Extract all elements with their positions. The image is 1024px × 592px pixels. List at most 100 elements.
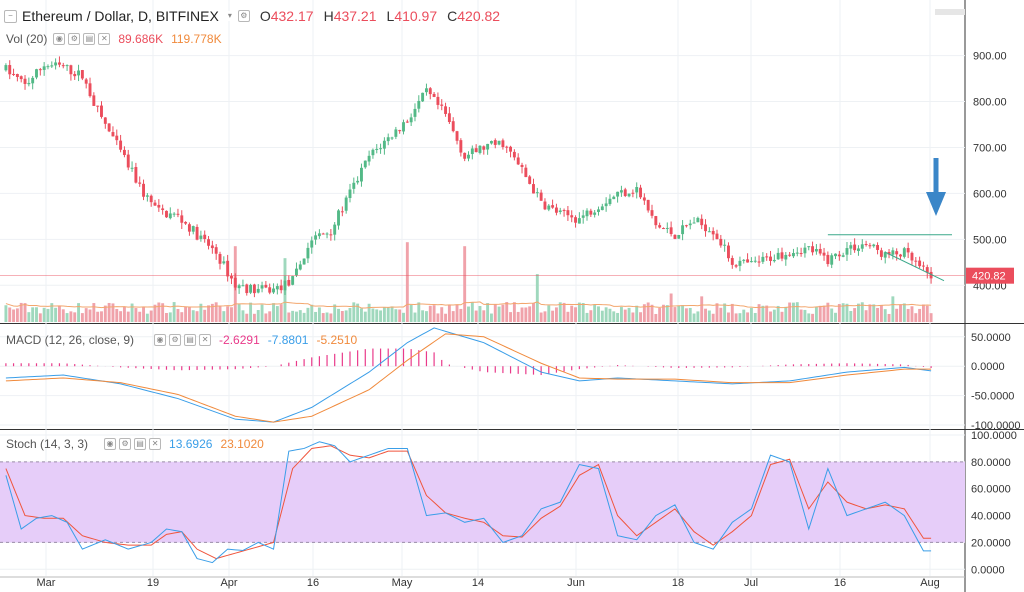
volume-bar <box>784 306 788 322</box>
time-tick-label: 19 <box>147 577 159 589</box>
candle-body <box>593 212 597 215</box>
volume-bar <box>895 308 899 322</box>
candle-body <box>600 206 604 211</box>
candle-body <box>497 140 501 145</box>
stoch-d-line <box>5 445 932 560</box>
candle-body <box>142 183 145 197</box>
volume-bar <box>746 312 750 322</box>
eye-icon[interactable]: ◉ <box>53 33 66 45</box>
eye-icon[interactable]: ◉ <box>104 438 117 450</box>
settings-icon[interactable]: ⚙ <box>237 10 250 22</box>
candle-body <box>612 196 616 200</box>
candle-body <box>283 280 287 291</box>
candle-body <box>134 167 138 183</box>
settings-icon[interactable]: ⚙ <box>169 334 182 346</box>
candle-body <box>543 201 547 210</box>
volume-bar <box>738 313 742 322</box>
candle-body <box>187 224 191 232</box>
volume-bar <box>872 304 876 322</box>
candle-body <box>910 252 914 261</box>
candle-body <box>130 167 134 169</box>
volume-bar <box>868 304 872 322</box>
volume-bar <box>776 305 780 322</box>
settings-icon[interactable]: ⚙ <box>68 33 81 45</box>
candle-body <box>436 96 440 105</box>
volume-bar <box>662 304 665 322</box>
more-icon[interactable]: ▤ <box>134 438 147 450</box>
volume-bar <box>734 313 738 322</box>
candle-body <box>623 189 627 196</box>
candle-body <box>489 141 493 144</box>
candle-body <box>111 132 115 137</box>
candle-body <box>505 146 509 148</box>
volume-bar <box>325 312 329 322</box>
ohlc-key-l: L <box>386 8 395 24</box>
candle-body <box>96 105 100 107</box>
candle-body <box>749 261 753 263</box>
volume-bar <box>321 313 325 322</box>
candle-body <box>100 105 103 117</box>
volume-bar <box>210 303 214 322</box>
volume-bar <box>757 304 761 322</box>
volume-bar <box>168 312 172 322</box>
candle-body <box>474 148 478 153</box>
candle-body <box>210 245 214 249</box>
candle-body <box>860 244 864 249</box>
candle-body <box>272 288 275 293</box>
eye-icon[interactable]: ◉ <box>154 334 167 346</box>
price-tick-label: 700.00 <box>973 142 1007 154</box>
volume-bar <box>111 303 115 322</box>
volume-bar <box>46 308 50 322</box>
candle-body <box>203 234 207 240</box>
more-icon[interactable]: ▤ <box>83 33 96 45</box>
volume-bar <box>902 303 906 322</box>
volume-bar <box>264 313 268 322</box>
volume-bar <box>570 305 574 322</box>
chevron-down-icon[interactable]: ▾ <box>224 11 235 21</box>
candle-body <box>233 277 237 288</box>
volume-bar <box>413 312 417 322</box>
candle-body <box>145 195 149 197</box>
volume-bar <box>585 312 589 322</box>
volume-bar <box>314 311 318 322</box>
candle-body <box>681 225 685 235</box>
stoch-k-line <box>5 441 932 564</box>
close-icon[interactable]: ✕ <box>149 438 162 450</box>
candle-body <box>711 230 715 235</box>
candle-body <box>405 121 409 123</box>
candle-body <box>566 210 570 216</box>
candle-body <box>214 247 218 254</box>
volume-bar <box>501 304 505 322</box>
macd-label: MACD (12, 26, close, 9) <box>6 333 135 347</box>
volume-bar <box>577 302 581 322</box>
candle-body <box>291 276 295 285</box>
candle-body <box>398 130 402 132</box>
volume-bar <box>512 302 516 322</box>
volume-bar <box>814 306 818 322</box>
more-icon[interactable]: ▤ <box>184 334 197 346</box>
volume-bar <box>54 307 58 322</box>
trend-line <box>884 251 945 282</box>
candle-body <box>822 252 826 256</box>
time-tick-label: 14 <box>472 577 484 589</box>
candle-body <box>119 140 123 150</box>
volume-bar <box>841 303 845 322</box>
candle-body <box>279 285 283 291</box>
close-icon[interactable]: ✕ <box>98 33 111 45</box>
volume-bar <box>516 311 520 322</box>
volume-bar <box>252 313 256 322</box>
macd-tick-label: -100.0000 <box>971 420 1021 432</box>
volume-bar <box>245 313 249 322</box>
candle-body <box>516 157 520 165</box>
volume-bar <box>382 307 386 322</box>
volume-bar <box>88 309 92 322</box>
candle-body <box>746 259 750 263</box>
volume-bar <box>772 309 776 322</box>
volume-bar <box>860 302 864 322</box>
collapse-icon[interactable]: − <box>4 9 17 23</box>
volume-bar <box>333 304 337 322</box>
volume-bar <box>818 305 822 322</box>
settings-icon[interactable]: ⚙ <box>119 438 132 450</box>
close-icon[interactable]: ✕ <box>199 334 212 346</box>
